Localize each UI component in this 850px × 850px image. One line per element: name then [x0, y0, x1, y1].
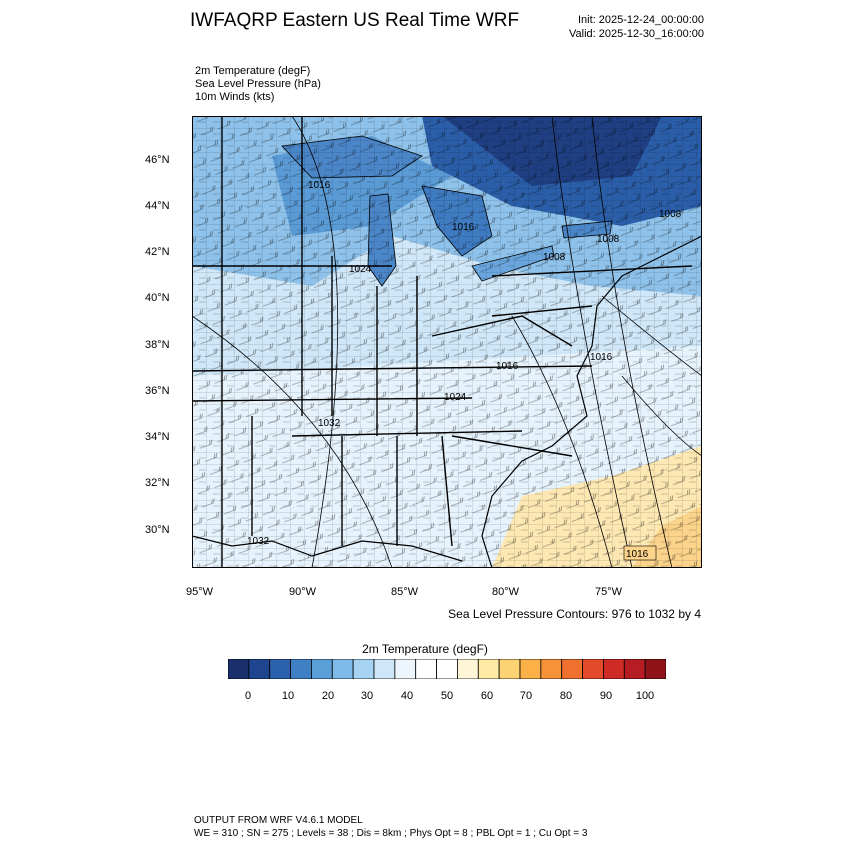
weather-map: 1016 1016 1024 1008 1008 1008 1016 1016 …: [192, 116, 702, 568]
svg-text:1016: 1016: [590, 352, 613, 363]
contour-label: 1008: [543, 252, 566, 263]
model-config: WE = 310 ; SN = 275 ; Levels = 38 ; Dis …: [194, 828, 588, 839]
lat-label: 30°N: [145, 524, 170, 536]
colorbar-swatch: [228, 659, 250, 679]
colorbar-label: 50: [440, 690, 454, 702]
colorbar-swatch: [373, 659, 396, 679]
colorbar-label: 60: [480, 690, 494, 702]
colorbar-swatch: [394, 659, 417, 679]
lat-label: 38°N: [145, 339, 170, 351]
colorbar-swatch: [498, 659, 521, 679]
colorbar-label: 100: [635, 690, 655, 702]
contour-label: 1008: [597, 234, 620, 245]
field-pressure: Sea Level Pressure (hPa): [195, 78, 321, 90]
wind-barbs: [192, 116, 702, 568]
lon-label: 90°W: [289, 586, 317, 598]
lat-label: 46°N: [145, 154, 170, 166]
colorbar-swatch: [248, 659, 271, 679]
colorbar-swatch: [603, 659, 625, 679]
colorbar-swatch: [457, 659, 479, 679]
colorbar: [228, 659, 666, 679]
init-time: Init: 2025-12-24_00:00:00: [578, 14, 704, 26]
colorbar-swatch: [519, 659, 542, 679]
svg-text:1008: 1008: [659, 209, 682, 220]
svg-text:1024: 1024: [349, 264, 372, 275]
lat-label: 32°N: [145, 477, 170, 489]
contour-label: 1032: [318, 418, 341, 429]
lat-label: 40°N: [145, 292, 170, 304]
field-winds: 10m Winds (kts): [195, 91, 275, 103]
svg-text:1016: 1016: [452, 222, 475, 233]
gulf-coastline: [192, 535, 463, 562]
colorbar-label: 0: [244, 690, 252, 702]
state-borders: [192, 116, 693, 568]
contour-label: 1016: [452, 222, 475, 233]
colorbar-label: 90: [599, 690, 613, 702]
contour-label: 1016: [623, 545, 657, 561]
contour-label: 1008: [659, 209, 682, 220]
contour-note: Sea Level Pressure Contours: 976 to 1032…: [448, 607, 701, 621]
colorbar-label: 30: [360, 690, 374, 702]
pressure-contours: [192, 116, 702, 568]
colorbar-swatch: [311, 659, 333, 679]
colorbar-swatch: [582, 659, 604, 679]
lon-label: 85°W: [391, 586, 419, 598]
colorbar-label: 70: [519, 690, 533, 702]
svg-text:1016: 1016: [496, 361, 519, 372]
colorbar-swatch: [561, 659, 583, 679]
colorbar-label: 40: [400, 690, 414, 702]
colorbar-label: 20: [321, 690, 335, 702]
valid-time: Valid: 2025-12-30_16:00:00: [569, 28, 704, 40]
contour-label: 1032: [247, 536, 270, 547]
colorbar-title: 2m Temperature (degF): [362, 642, 488, 656]
colorbar-swatch: [352, 659, 375, 679]
lon-label: 75°W: [595, 586, 623, 598]
lon-label: 95°W: [186, 586, 214, 598]
model-info: OUTPUT FROM WRF V4.6.1 MODEL: [194, 815, 363, 826]
colorbar-swatch: [331, 659, 354, 679]
colorbar-label: 80: [559, 690, 573, 702]
colorbar-swatch: [436, 659, 458, 679]
lat-label: 44°N: [145, 200, 170, 212]
colorbar-swatch: [623, 659, 646, 679]
lat-label: 36°N: [145, 385, 170, 397]
contour-label: 1016: [308, 180, 331, 191]
svg-text:1008: 1008: [543, 252, 566, 263]
colorbar-swatch: [540, 659, 563, 679]
contour-label: 1016: [496, 361, 519, 372]
field-temperature: 2m Temperature (degF): [195, 65, 311, 77]
atlantic-coastline: [481, 235, 702, 568]
svg-text:1032: 1032: [318, 418, 341, 429]
colorbar-swatch: [269, 659, 291, 679]
svg-text:1032: 1032: [247, 536, 270, 547]
lat-label: 34°N: [145, 431, 170, 443]
colorbar-label: 10: [281, 690, 295, 702]
svg-text:1024: 1024: [444, 392, 467, 403]
contour-label: 1024: [444, 392, 467, 403]
contour-label: 1024: [349, 264, 372, 275]
map-title: IWFAQRP Eastern US Real Time WRF: [190, 10, 520, 31]
colorbar-swatch: [290, 659, 312, 679]
svg-text:1016: 1016: [308, 180, 331, 191]
svg-text:1008: 1008: [597, 234, 620, 245]
lat-label: 42°N: [145, 246, 170, 258]
contour-label: 1016: [590, 352, 613, 363]
colorbar-swatch: [644, 659, 666, 679]
colorbar-swatch: [415, 659, 437, 679]
lon-label: 80°W: [492, 586, 520, 598]
svg-text:1016: 1016: [626, 549, 649, 560]
colorbar-swatch: [477, 659, 500, 679]
